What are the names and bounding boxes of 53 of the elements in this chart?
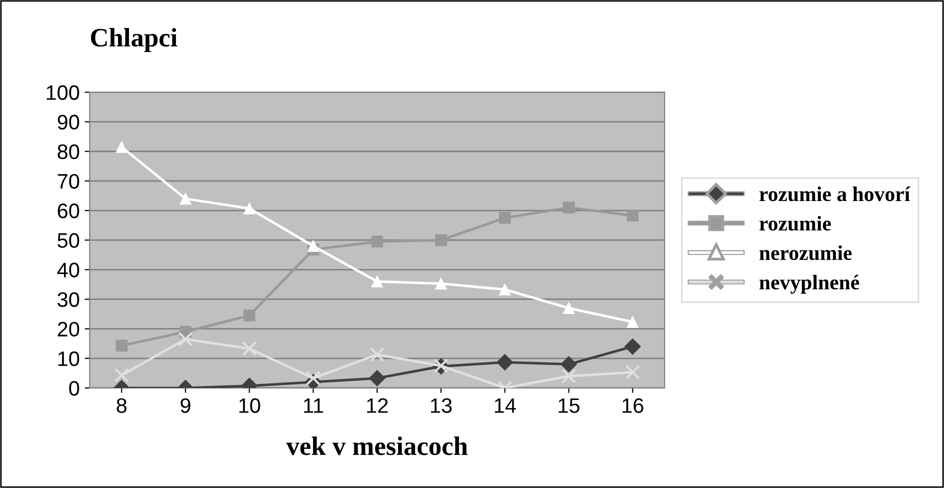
x-tick-label: 11 xyxy=(304,398,324,413)
point xyxy=(371,276,384,288)
point xyxy=(625,364,640,380)
point xyxy=(624,338,641,355)
y-tick-label: 100 xyxy=(46,85,80,100)
x-tick-label: 10 xyxy=(239,398,260,413)
x-tick-label: 16 xyxy=(622,398,644,413)
point xyxy=(435,278,447,290)
point xyxy=(243,310,256,322)
y-tick-label: 80 xyxy=(58,144,80,160)
y-tick-label: 60 xyxy=(58,204,80,218)
chart-title: Chlapci xyxy=(90,28,178,52)
legend-label: rozumie a hovorí xyxy=(759,186,910,202)
point xyxy=(626,210,639,222)
y-tick-label: 90 xyxy=(58,114,80,130)
legend-label: rozumie xyxy=(759,216,831,231)
point xyxy=(496,354,514,370)
x-tick-label: 12 xyxy=(367,398,388,413)
point xyxy=(562,302,575,314)
x-axis-title: vek v mesiacoch xyxy=(286,436,468,456)
y-tick-label: 20 xyxy=(58,322,80,337)
y-tick-label: 50 xyxy=(58,233,80,248)
point xyxy=(180,192,192,205)
x-tick-label: 13 xyxy=(431,398,452,413)
point xyxy=(243,202,256,214)
point xyxy=(498,212,511,224)
point xyxy=(242,341,257,356)
point xyxy=(114,368,129,383)
point xyxy=(368,370,386,386)
point xyxy=(562,202,575,214)
x-tick-label: 8 xyxy=(116,398,127,413)
x-tick-label: 9 xyxy=(180,398,190,413)
point xyxy=(626,316,639,328)
point xyxy=(370,347,384,362)
legend-label: nevyplnené xyxy=(759,274,860,294)
y-tick-label: 0 xyxy=(69,380,80,396)
point xyxy=(371,236,384,248)
x-tick-label: 15 xyxy=(558,398,580,413)
y-tick-label: 70 xyxy=(58,174,80,189)
point xyxy=(498,284,511,296)
point xyxy=(178,332,193,346)
point xyxy=(306,370,321,386)
x-tick-label: 14 xyxy=(494,398,516,413)
y-tick-label: 30 xyxy=(58,292,80,307)
legend-label: nerozumie xyxy=(759,245,852,260)
y-tick-label: 40 xyxy=(57,262,80,278)
point xyxy=(560,356,577,373)
point xyxy=(435,234,447,246)
point xyxy=(307,240,320,252)
point xyxy=(116,340,128,352)
point xyxy=(116,141,128,153)
point xyxy=(561,368,576,384)
y-tick-label: 10 xyxy=(58,351,80,366)
